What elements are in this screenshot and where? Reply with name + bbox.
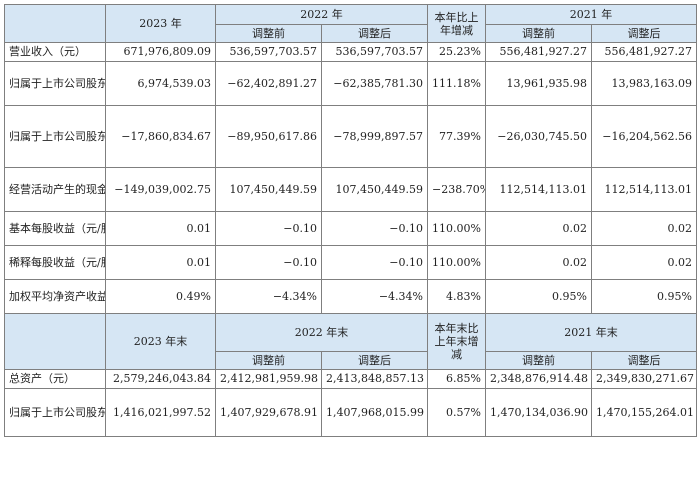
cell-2022-before: −0.10: [215, 245, 322, 280]
header-2021-before: 调整前: [485, 351, 592, 370]
header-2021-after: 调整后: [591, 351, 697, 370]
table-row: 基本每股收益（元/股） 0.01 −0.10 −0.10 110.00% 0.0…: [4, 211, 697, 246]
header-2021-before: 调整前: [485, 24, 592, 43]
cell-change: 4.83%: [427, 279, 486, 314]
cell-2022-before: −89,950,617.86: [215, 105, 322, 168]
cell-change: 25.23%: [427, 42, 486, 62]
row-label: 总资产（元）: [4, 369, 106, 389]
cell-2023: 0.49%: [105, 279, 216, 314]
header-change-end: 本年末比上年末增减: [427, 313, 486, 370]
cell-2021-before: −26,030,745.50: [485, 105, 592, 168]
cell-2022-before: −62,402,891.27: [215, 61, 322, 106]
cell-2022-after: −0.10: [321, 211, 428, 246]
header-2022-after: 调整后: [321, 351, 428, 370]
header-subrow: 调整前 调整后 调整前 调整后: [5, 24, 697, 43]
cell-2022-before: −4.34%: [215, 279, 322, 314]
financial-table-container: 2023 年 2022 年 本年比上年增减 2021 年 调整前 调整后 调整前…: [4, 4, 697, 437]
row-label: 归属于上市公司股东的净资产（元）: [4, 388, 106, 437]
cell-2022-after: −4.34%: [321, 279, 428, 314]
cell-2022-after: 1,407,968,015.99: [321, 388, 428, 437]
table-row: 归属于上市公司股东的净资产（元） 1,416,021,997.52 1,407,…: [4, 388, 697, 437]
cell-2022-after: −78,999,897.57: [321, 105, 428, 168]
cell-2022-before: 2,412,981,959.98: [215, 369, 322, 389]
cell-2021-after: 556,481,927.27: [591, 42, 697, 62]
table-row: 归属于上市公司股东的净利润（元） 6,974,539.03 −62,402,89…: [4, 61, 697, 106]
row-label: 归属于上市公司股东的净利润（元）: [4, 61, 106, 106]
cell-2021-after: 0.02: [591, 211, 697, 246]
table-row: 营业收入（元） 671,976,809.09 536,597,703.57 53…: [4, 42, 697, 62]
header-2021: 2021 年: [485, 4, 697, 25]
header-blank: [4, 313, 106, 370]
row-label: 加权平均净资产收益率: [4, 279, 106, 314]
cell-2021-before: 0.02: [485, 211, 592, 246]
cell-change: 0.57%: [427, 388, 486, 437]
cell-2021-before: 0.95%: [485, 279, 592, 314]
financial-summary-table: 2023 年 2022 年 本年比上年增减 2021 年 调整前 调整后 调整前…: [4, 4, 697, 437]
header-blank: [4, 4, 106, 43]
cell-2022-after: −0.10: [321, 245, 428, 280]
table-row: 归属于上市公司股东的扣除非经常性损益的净利润（元） −17,860,834.67…: [4, 105, 697, 168]
row-label: 基本每股收益（元/股）: [4, 211, 106, 246]
header-2021-after: 调整后: [591, 24, 697, 43]
cell-2022-after: 107,450,449.59: [321, 167, 428, 212]
cell-change: 110.00%: [427, 245, 486, 280]
row-label: 营业收入（元）: [4, 42, 106, 62]
table-row: 总资产（元） 2,579,246,043.84 2,412,981,959.98…: [4, 369, 697, 389]
cell-2023: 671,976,809.09: [105, 42, 216, 62]
cell-2021-after: 0.02: [591, 245, 697, 280]
cell-change: 110.00%: [427, 211, 486, 246]
cell-2021-after: 13,983,163.09: [591, 61, 697, 106]
cell-2021-before: 0.02: [485, 245, 592, 280]
cell-2021-before: 112,514,113.01: [485, 167, 592, 212]
header-2023: 2023 年: [105, 4, 216, 43]
cell-2022-after: 2,413,848,857.13: [321, 369, 428, 389]
cell-2023: 0.01: [105, 211, 216, 246]
cell-2021-before: 556,481,927.27: [485, 42, 592, 62]
header-2023-end: 2023 年末: [105, 313, 216, 370]
row-label: 归属于上市公司股东的扣除非经常性损益的净利润（元）: [4, 105, 106, 168]
cell-2022-before: 1,407,929,678.91: [215, 388, 322, 437]
cell-2023: −17,860,834.67: [105, 105, 216, 168]
cell-2021-after: 2,349,830,271.67: [591, 369, 697, 389]
header-2022: 2022 年: [215, 4, 428, 25]
header-2022-before: 调整前: [215, 351, 322, 370]
cell-2023: −149,039,002.75: [105, 167, 216, 212]
cell-2023: 0.01: [105, 245, 216, 280]
cell-change: 77.39%: [427, 105, 486, 168]
cell-2021-before: 2,348,876,914.48: [485, 369, 592, 389]
cell-2021-after: −16,204,562.56: [591, 105, 697, 168]
header-change: 本年比上年增减: [427, 4, 486, 43]
cell-2021-after: 1,470,155,264.01: [591, 388, 697, 437]
cell-2023: 6,974,539.03: [105, 61, 216, 106]
header-row: 2023 年 2022 年 本年比上年增减 2021 年: [4, 4, 697, 43]
cell-2021-after: 112,514,113.01: [591, 167, 697, 212]
cell-2023: 2,579,246,043.84: [105, 369, 216, 389]
header-2022-after: 调整后: [321, 24, 428, 43]
cell-2021-after: 0.95%: [591, 279, 697, 314]
cell-2021-before: 1,470,134,036.90: [485, 388, 592, 437]
row-label: 稀释每股收益（元/股）: [4, 245, 106, 280]
cell-2022-after: 536,597,703.57: [321, 42, 428, 62]
header-2021-end: 2021 年末: [485, 313, 697, 352]
table-row: 经营活动产生的现金流量净额（元） −149,039,002.75 107,450…: [4, 167, 697, 212]
cell-change: 111.18%: [427, 61, 486, 106]
table-row: 加权平均净资产收益率 0.49% −4.34% −4.34% 4.83% 0.9…: [4, 279, 697, 314]
header-2022-end: 2022 年末: [215, 313, 428, 352]
row-label: 经营活动产生的现金流量净额（元）: [4, 167, 106, 212]
header-row: 2023 年末 2022 年末 本年末比上年末增减 2021 年末: [4, 313, 697, 370]
cell-2023: 1,416,021,997.52: [105, 388, 216, 437]
cell-change: −238.70%: [427, 167, 486, 212]
cell-2022-before: 536,597,703.57: [215, 42, 322, 62]
header-2022-before: 调整前: [215, 24, 322, 43]
cell-2021-before: 13,961,935.98: [485, 61, 592, 106]
cell-2022-after: −62,385,781.30: [321, 61, 428, 106]
table-row: 稀释每股收益（元/股） 0.01 −0.10 −0.10 110.00% 0.0…: [4, 245, 697, 280]
cell-2022-before: 107,450,449.59: [215, 167, 322, 212]
cell-2022-before: −0.10: [215, 211, 322, 246]
cell-change: 6.85%: [427, 369, 486, 389]
